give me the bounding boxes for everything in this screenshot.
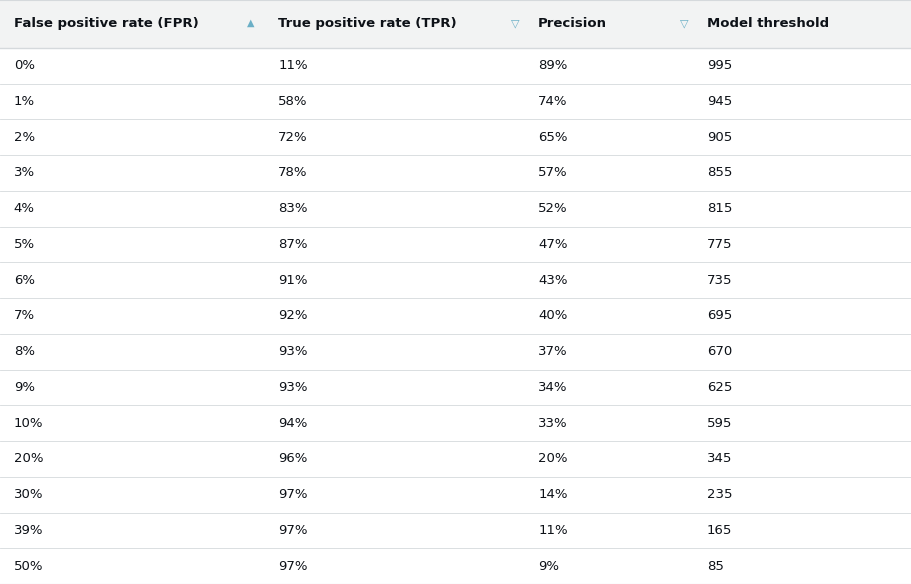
- Text: 89%: 89%: [537, 59, 567, 72]
- Text: 34%: 34%: [537, 381, 567, 394]
- Text: 94%: 94%: [278, 416, 307, 430]
- Text: 92%: 92%: [278, 310, 307, 322]
- Text: 83%: 83%: [278, 202, 307, 215]
- Text: 815: 815: [706, 202, 732, 215]
- Bar: [0, 262, 911, 298]
- Text: 11%: 11%: [278, 59, 307, 72]
- Text: 57%: 57%: [537, 166, 567, 179]
- Text: 20%: 20%: [14, 453, 43, 465]
- Text: 695: 695: [706, 310, 732, 322]
- Text: 30%: 30%: [14, 488, 43, 501]
- Text: 33%: 33%: [537, 416, 567, 430]
- Text: 995: 995: [706, 59, 732, 72]
- Bar: [0, 191, 911, 227]
- Text: False positive rate (FPR): False positive rate (FPR): [14, 18, 199, 30]
- Text: 735: 735: [706, 274, 732, 287]
- Text: 96%: 96%: [278, 453, 307, 465]
- Bar: [0, 441, 911, 477]
- Text: 905: 905: [706, 131, 732, 144]
- Bar: [0, 477, 911, 513]
- Bar: [0, 155, 911, 191]
- Text: 165: 165: [706, 524, 732, 537]
- Text: 87%: 87%: [278, 238, 307, 251]
- Bar: [0, 548, 911, 584]
- Text: 85: 85: [706, 559, 723, 573]
- Text: 0%: 0%: [14, 59, 35, 72]
- Text: 14%: 14%: [537, 488, 567, 501]
- Text: 670: 670: [706, 345, 732, 358]
- Text: True positive rate (TPR): True positive rate (TPR): [278, 18, 456, 30]
- Text: 2%: 2%: [14, 131, 35, 144]
- Bar: [0, 119, 911, 155]
- Text: ▽: ▽: [679, 19, 688, 29]
- Text: 9%: 9%: [537, 559, 558, 573]
- Text: 9%: 9%: [14, 381, 35, 394]
- Text: 775: 775: [706, 238, 732, 251]
- Text: 97%: 97%: [278, 488, 307, 501]
- Text: ▲: ▲: [247, 18, 254, 28]
- Bar: [0, 513, 911, 548]
- Text: 97%: 97%: [278, 559, 307, 573]
- Text: 8%: 8%: [14, 345, 35, 358]
- Text: 50%: 50%: [14, 559, 43, 573]
- Text: 93%: 93%: [278, 345, 307, 358]
- Text: 1%: 1%: [14, 95, 35, 108]
- Text: 97%: 97%: [278, 524, 307, 537]
- Text: 345: 345: [706, 453, 732, 465]
- Text: 7%: 7%: [14, 310, 35, 322]
- Text: 47%: 47%: [537, 238, 567, 251]
- Text: 93%: 93%: [278, 381, 307, 394]
- Text: 10%: 10%: [14, 416, 43, 430]
- Text: 20%: 20%: [537, 453, 567, 465]
- Text: 945: 945: [706, 95, 732, 108]
- Text: 58%: 58%: [278, 95, 307, 108]
- Text: 855: 855: [706, 166, 732, 179]
- Text: 40%: 40%: [537, 310, 567, 322]
- Text: 37%: 37%: [537, 345, 567, 358]
- Text: 52%: 52%: [537, 202, 567, 215]
- Text: 91%: 91%: [278, 274, 307, 287]
- Text: 595: 595: [706, 416, 732, 430]
- Text: 11%: 11%: [537, 524, 567, 537]
- Text: 39%: 39%: [14, 524, 43, 537]
- Bar: [0, 0, 911, 48]
- Bar: [0, 370, 911, 405]
- Text: ▽: ▽: [510, 19, 519, 29]
- Text: 3%: 3%: [14, 166, 35, 179]
- Text: 625: 625: [706, 381, 732, 394]
- Text: 235: 235: [706, 488, 732, 501]
- Bar: [0, 84, 911, 119]
- Bar: [0, 298, 911, 334]
- Bar: [0, 405, 911, 441]
- Text: Model threshold: Model threshold: [706, 18, 828, 30]
- Text: 74%: 74%: [537, 95, 567, 108]
- Text: 43%: 43%: [537, 274, 567, 287]
- Text: 72%: 72%: [278, 131, 307, 144]
- Bar: [0, 48, 911, 84]
- Bar: [0, 227, 911, 262]
- Text: 78%: 78%: [278, 166, 307, 179]
- Text: 4%: 4%: [14, 202, 35, 215]
- Text: 5%: 5%: [14, 238, 35, 251]
- Text: Precision: Precision: [537, 18, 607, 30]
- Text: 65%: 65%: [537, 131, 567, 144]
- Bar: [0, 334, 911, 370]
- Text: 6%: 6%: [14, 274, 35, 287]
